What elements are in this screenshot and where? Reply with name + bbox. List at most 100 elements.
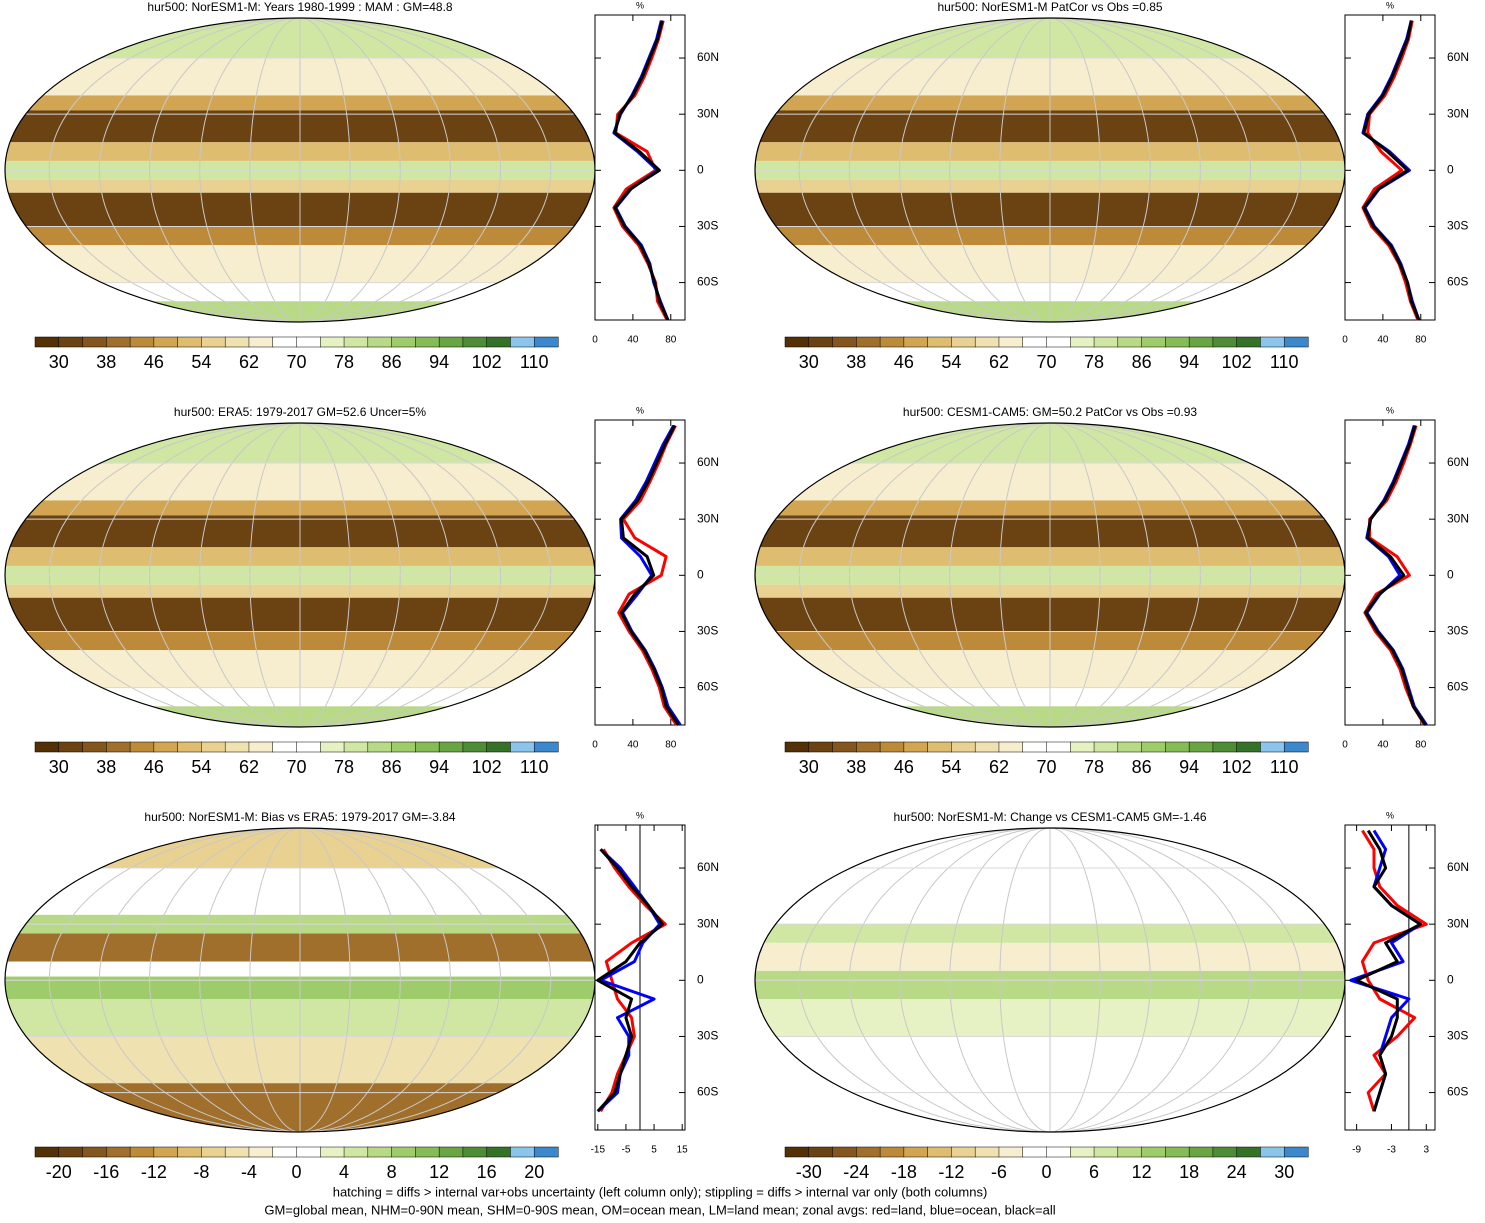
colorbar-box	[1188, 336, 1214, 348]
colorbar-box	[82, 336, 107, 348]
colorbar-box	[1212, 336, 1238, 348]
colorbar-label: 18	[1179, 1162, 1199, 1182]
colorbar-box	[486, 1146, 512, 1158]
colorbar-label: 38	[846, 757, 866, 777]
colorbar-box	[177, 1146, 202, 1158]
colorbar-box	[1046, 336, 1071, 348]
colorbar-box	[998, 1146, 1024, 1158]
colorbar-box	[129, 336, 155, 348]
profile-frame	[1344, 14, 1436, 321]
colorbar-box	[367, 741, 393, 753]
colorbar-label: 78	[334, 757, 354, 777]
colorbar-box	[533, 741, 559, 753]
colorbar-label: 6	[1089, 1162, 1099, 1182]
colorbar-box	[1283, 336, 1309, 348]
colorbar-box	[82, 1146, 107, 1158]
colorbar-box	[1260, 1146, 1285, 1158]
colorbar-box	[438, 336, 464, 348]
y-tick-label: 0	[697, 567, 704, 581]
colorbar-label: 110	[1270, 757, 1299, 777]
colorbar-label: 78	[1084, 757, 1104, 777]
map	[755, 828, 1345, 1132]
colorbar-label: 54	[941, 352, 961, 372]
colorbar-box	[1070, 336, 1095, 348]
colorbar-box	[510, 1146, 535, 1158]
colorbar-label: 8	[387, 1162, 397, 1182]
colorbar-label: 78	[334, 352, 354, 372]
zonal-profile	[1362, 20, 1421, 321]
colorbar-label: 0	[291, 1162, 301, 1182]
y-tick-label: 0	[1447, 567, 1454, 581]
colorbar-label: -6	[991, 1162, 1007, 1182]
colorbar-box	[129, 1146, 155, 1158]
colorbar-box	[1212, 741, 1238, 753]
colorbar-box	[34, 1146, 60, 1158]
colorbar-box	[1046, 1146, 1071, 1158]
colorbar-box	[272, 336, 298, 348]
y-tick-label: 30S	[1447, 624, 1468, 638]
colorbar-box	[1093, 336, 1119, 348]
colorbar-label: 110	[520, 352, 549, 372]
colorbar-label: 38	[96, 757, 116, 777]
colorbar-box	[1117, 1146, 1143, 1158]
colorbar-box	[106, 1146, 131, 1158]
y-tick-label: 60S	[1447, 1085, 1468, 1099]
colorbar-box	[832, 1146, 857, 1158]
colorbar-label: -12	[938, 1162, 964, 1182]
colorbar-box	[832, 336, 857, 348]
x-tick-label: -3	[1387, 1145, 1396, 1156]
colorbar-box	[808, 336, 834, 348]
colorbar-box	[34, 741, 60, 753]
colorbar-box	[462, 741, 488, 753]
colorbar-box	[1022, 1146, 1048, 1158]
colorbar-label: 94	[1179, 352, 1199, 372]
colorbar-box	[1236, 1146, 1262, 1158]
colorbar-label: 70	[1036, 757, 1056, 777]
colorbar-label: 94	[1179, 757, 1199, 777]
y-tick-label: 60S	[697, 680, 718, 694]
colorbar-box	[1188, 1146, 1214, 1158]
colorbar-box	[927, 741, 952, 753]
colorbar-label: 46	[894, 757, 914, 777]
footer-line: GM=global mean, NHM=0-90N mean, SHM=0-90…	[264, 1202, 1055, 1217]
colorbar-label: 54	[941, 757, 961, 777]
colorbar-box	[391, 741, 416, 753]
y-tick-label: 60S	[697, 1085, 718, 1099]
x-tick-label: 80	[665, 335, 677, 346]
panel-title: hur500: NorESM1-M: Change vs CESM1-CAM5 …	[893, 810, 1206, 824]
colorbar-box	[486, 336, 512, 348]
y-tick-label: 30N	[697, 916, 719, 930]
colorbar-label: 4	[339, 1162, 349, 1182]
colorbar-box	[224, 1146, 250, 1158]
map	[755, 423, 1345, 727]
colorbar-box	[808, 1146, 834, 1158]
colorbar-label: 30	[49, 352, 69, 372]
colorbar-box	[367, 1146, 393, 1158]
panel-title: hur500: NorESM1-M: Years 1980-1999 : MAM…	[147, 0, 452, 14]
profile-xlabel: %	[636, 405, 644, 415]
colorbar-label: 94	[429, 352, 449, 372]
colorbar-label: 78	[1084, 352, 1104, 372]
colorbar-box	[462, 1146, 488, 1158]
y-tick-label: 30S	[697, 219, 718, 233]
y-tick-label: 60N	[697, 860, 719, 874]
colorbar-box	[903, 741, 929, 753]
colorbar-label: 54	[191, 757, 211, 777]
colorbar-box	[58, 1146, 84, 1158]
colorbar-label: 30	[1274, 1162, 1294, 1182]
colorbar-box	[951, 741, 976, 753]
colorbar-box	[248, 336, 274, 348]
map	[5, 423, 595, 727]
colorbar-box	[343, 336, 369, 348]
colorbar-label: -20	[46, 1162, 72, 1182]
colorbar-box	[1141, 336, 1166, 348]
zonal-profile	[1363, 425, 1426, 726]
colorbar-box	[224, 741, 250, 753]
colorbar-box	[1165, 1146, 1190, 1158]
colorbar-box	[510, 741, 535, 753]
colorbar-label: -18	[891, 1162, 917, 1182]
y-tick-label: 60S	[697, 275, 718, 289]
colorbar-label: 102	[472, 352, 502, 372]
colorbar-box	[296, 741, 321, 753]
colorbar-box	[296, 336, 321, 348]
